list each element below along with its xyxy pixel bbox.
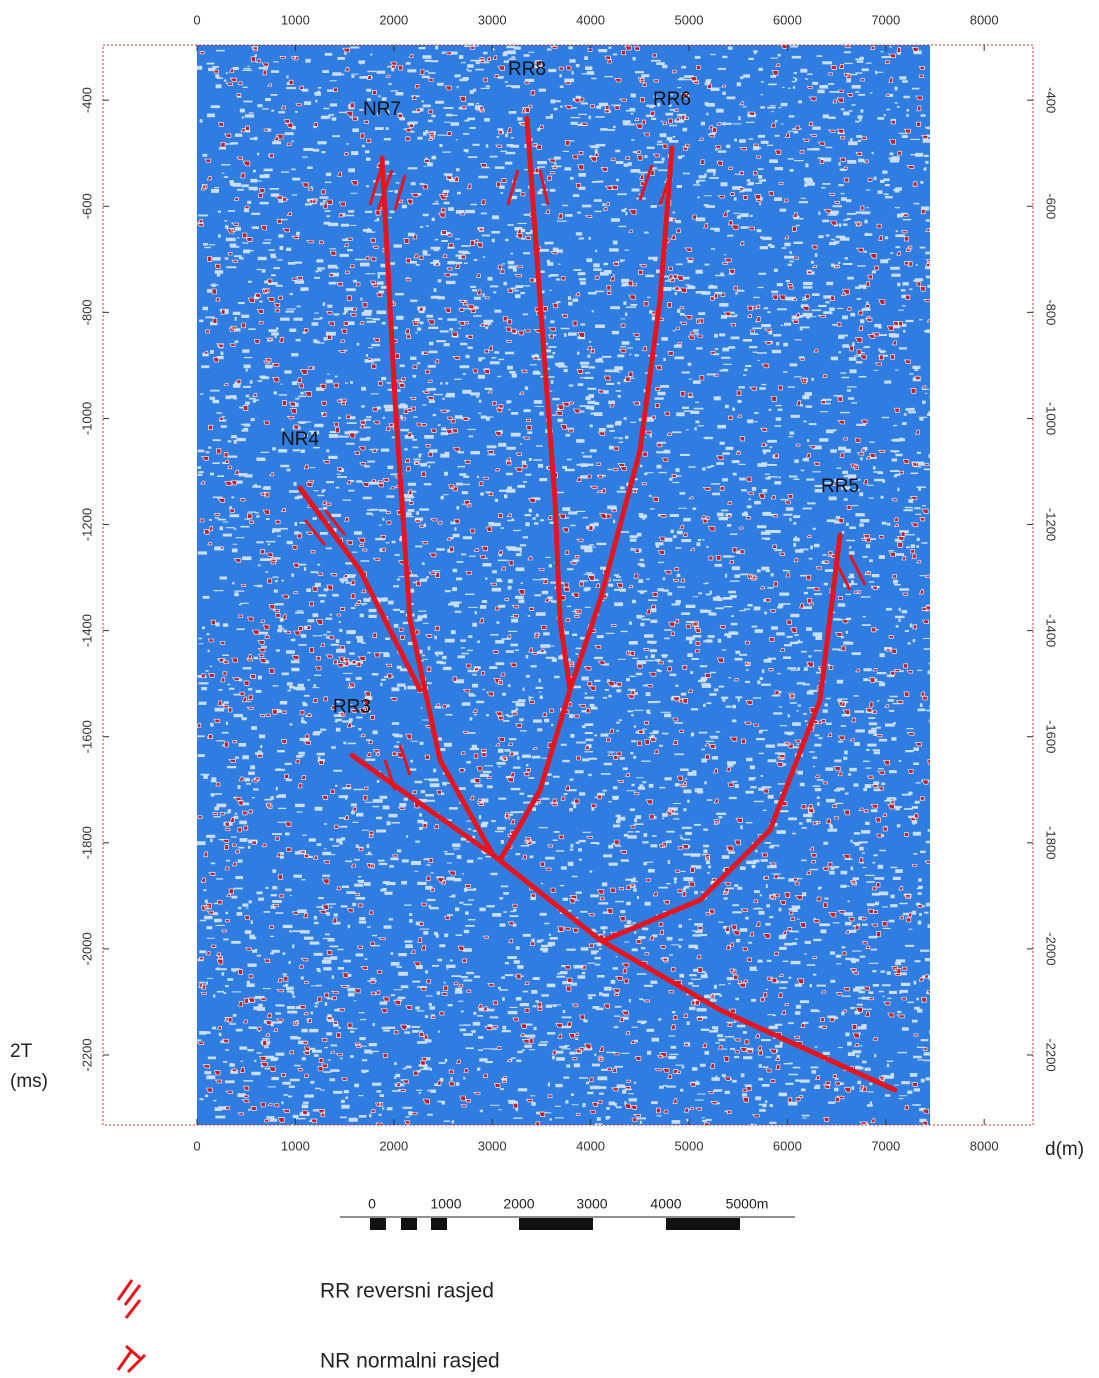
y-tick-label: -400: [79, 87, 94, 113]
arrow: [638, 164, 674, 206]
arrow: [506, 169, 550, 206]
x-tick-label: 4000: [576, 12, 605, 27]
legend-text: RR reversni rasjed: [320, 1280, 494, 1303]
y-tick-label: -800: [79, 299, 94, 325]
scale-block: [401, 1218, 417, 1230]
scale-label: 4000: [650, 1196, 681, 1212]
x-tick-label: 1000: [281, 12, 310, 27]
arrow: [368, 164, 407, 211]
legend-text: NR normalni rasjed: [320, 1350, 500, 1373]
scale-label: 0: [368, 1196, 376, 1212]
reverse-symbol: [116, 1279, 142, 1319]
fault-line: [349, 752, 898, 1093]
y-tick-label: -600: [79, 193, 94, 219]
x-tick-label: 7000: [871, 12, 900, 27]
y-tick-label: -1400: [79, 614, 94, 647]
y-tick-label: -1600: [1044, 720, 1059, 753]
scale-label: 2000: [503, 1196, 534, 1212]
scale-label: 3000: [576, 1196, 607, 1212]
y-tick-label: -2000: [79, 932, 94, 965]
fault-name: RR5: [821, 476, 859, 497]
fault-arrows: [303, 164, 867, 791]
y-tick-label: -600: [1044, 193, 1059, 219]
plot-frame: [102, 44, 1034, 1126]
y-tick-label: -2200: [79, 1038, 94, 1071]
y-tick-label: -2200: [1044, 1038, 1059, 1071]
scale-label: 1000: [430, 1196, 461, 1212]
arrow: [383, 744, 412, 791]
red-speckles: [197, 45, 930, 1125]
scale-bar: 0 1000 2000 3000 4000 5000m: [340, 1196, 795, 1230]
scale-block: [370, 1218, 386, 1230]
fault-name: NR4: [281, 429, 319, 450]
y-tick-label: -1000: [79, 402, 94, 435]
x-tick-label: 6000: [773, 12, 802, 27]
y-tick-label: -1200: [79, 508, 94, 541]
y-tick-label: -1800: [79, 826, 94, 859]
seismic-background: [197, 45, 930, 1125]
y-tick-label: -1800: [1044, 826, 1059, 859]
x-tick-label: 5000: [675, 1138, 704, 1153]
arrow: [303, 509, 347, 546]
y-axis-title: 2T: [10, 1041, 33, 1062]
x-tick-label: 1000: [281, 1138, 310, 1153]
y-tick-label: -1000: [1044, 402, 1059, 435]
fault-name: RR6: [653, 89, 691, 110]
fault-name: RR3: [333, 696, 371, 717]
x-tick-label: 7000: [871, 1138, 900, 1153]
x-tick-label: 8000: [970, 12, 999, 27]
x-tick-label: 2000: [379, 12, 408, 27]
y-tick-label: -1200: [1044, 508, 1059, 541]
fault-line: [524, 115, 573, 693]
arrow: [833, 554, 867, 591]
y-tick-label: -2000: [1044, 932, 1059, 965]
x-tick-label: 6000: [773, 1138, 802, 1153]
fault-line: [297, 485, 423, 693]
x-tick-label: 2000: [379, 1138, 408, 1153]
scale-block: [666, 1218, 740, 1230]
fault-line: [602, 532, 843, 943]
scale-block: [519, 1218, 593, 1230]
x-tick-label: 3000: [478, 1138, 507, 1153]
normal-symbol: [116, 1344, 147, 1374]
y-tick-label: -400: [1044, 87, 1059, 113]
x-tick-label: 8000: [970, 1138, 999, 1153]
scale-block: [431, 1218, 447, 1230]
x-axis-title: d(m): [1045, 1139, 1084, 1160]
y-axis-title: (ms): [10, 1071, 48, 1092]
fault-name: RR8: [508, 59, 546, 80]
y-tick-label: -1400: [1044, 614, 1059, 647]
y-tick-label: -800: [1044, 299, 1059, 325]
fault-line: [497, 145, 675, 863]
x-tick-label: 4000: [576, 1138, 605, 1153]
y-tick-label: -1600: [79, 720, 94, 753]
seismic-texture: [197, 45, 930, 1125]
faults: NR7 RR8 RR6 NR4 RR3 RR5: [281, 59, 898, 1093]
x-tick-label: 0: [193, 12, 200, 27]
x-tick-label: 0: [193, 1138, 200, 1153]
x-tick-label: 5000: [675, 12, 704, 27]
legend-symbols: [116, 1279, 147, 1374]
fault-name: NR7: [363, 99, 401, 120]
fault-line: [379, 155, 496, 858]
x-tick-label: 3000: [478, 12, 507, 27]
scale-label: 5000m: [726, 1196, 769, 1212]
